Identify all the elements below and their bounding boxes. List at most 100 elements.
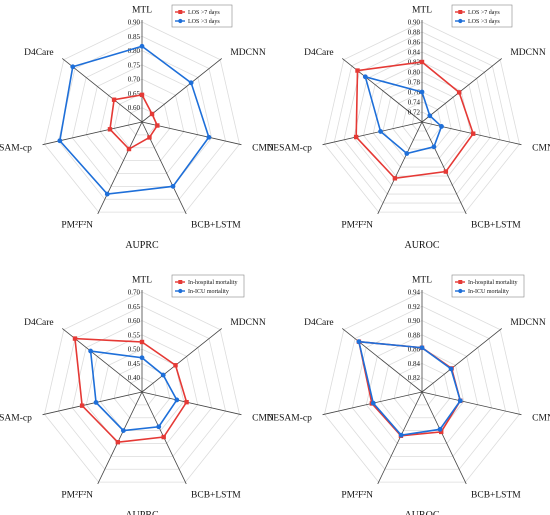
radar-axis-line bbox=[42, 391, 143, 416]
axis-label-cmn: CMN bbox=[252, 414, 274, 424]
axis-label-pm2f2n: PM²F²N bbox=[341, 220, 373, 230]
radar-grid-ring bbox=[44, 291, 240, 483]
radar-series-line bbox=[357, 340, 462, 436]
axis-label-bcb-lstm: BCB+LSTM bbox=[471, 490, 521, 500]
radar-data-point bbox=[79, 403, 85, 408]
axis-label-mdcnn: MDCNN bbox=[510, 318, 546, 328]
radar-axis-line bbox=[421, 58, 502, 123]
radar-data-point bbox=[121, 428, 126, 434]
radar-data-point bbox=[139, 92, 145, 98]
legend-entry-label: In-hospital mortality bbox=[188, 280, 238, 286]
radar-series-line bbox=[355, 61, 475, 180]
radar-data-point bbox=[427, 113, 433, 119]
radar-data-point bbox=[156, 424, 162, 430]
radar-data-point bbox=[457, 398, 463, 404]
radar-data-point bbox=[160, 372, 166, 378]
axis-label-desam-cp: DESAM-cp bbox=[0, 144, 32, 154]
radar-grid-ring bbox=[363, 61, 481, 177]
radar-data-point bbox=[392, 176, 398, 181]
chart-title: AUPRC bbox=[125, 510, 159, 515]
radar-tick-label: 0.94 bbox=[408, 289, 421, 297]
radar-tick-label: 0.65 bbox=[128, 303, 141, 311]
radar-data-point bbox=[370, 400, 376, 406]
radar-data-point bbox=[174, 397, 180, 403]
legend-marker bbox=[458, 280, 463, 284]
radar-tick-label: 0.75 bbox=[128, 61, 141, 69]
legend-entry-label: LOS >7 days bbox=[188, 10, 220, 16]
radar-tick-label: 0.86 bbox=[408, 346, 421, 354]
radar-grid-ring bbox=[127, 377, 157, 406]
radar-grid-ring bbox=[379, 348, 465, 432]
legend-box bbox=[451, 4, 513, 28]
radar-axis-line bbox=[421, 391, 467, 485]
radar-series-line bbox=[364, 75, 443, 155]
radar-data-point bbox=[170, 183, 176, 189]
radar-data-point bbox=[161, 434, 166, 440]
legend-marker bbox=[458, 18, 463, 24]
radar-tick-label: 0.80 bbox=[128, 47, 141, 55]
legend-entry-label: LOS >3 days bbox=[188, 19, 220, 25]
radar-tick-label: 0.92 bbox=[408, 303, 421, 311]
radar-data-point bbox=[443, 169, 449, 174]
axis-label-desam-cp: DESAM-cp bbox=[266, 144, 312, 154]
radar-series-line bbox=[109, 93, 159, 151]
radar-tick-label: 0.50 bbox=[128, 346, 141, 354]
radar-grid-ring bbox=[58, 305, 226, 470]
radar-data-point bbox=[188, 80, 194, 86]
legend-marker bbox=[178, 288, 183, 294]
radar-tick-label: 0.88 bbox=[408, 29, 421, 37]
axis-label-mtl: MTL bbox=[412, 6, 432, 16]
radar-data-point bbox=[470, 131, 476, 136]
axis-label-mdcnn: MDCNN bbox=[230, 318, 266, 328]
radar-grid-ring bbox=[85, 64, 199, 174]
radar-data-point bbox=[378, 129, 383, 134]
radar-data-point bbox=[431, 144, 437, 150]
radar-data-point bbox=[107, 127, 113, 132]
legend-box bbox=[171, 4, 233, 28]
axis-label-cmn: CMN bbox=[532, 144, 550, 154]
radar-series-line bbox=[89, 350, 178, 432]
radar-axis-line bbox=[141, 328, 222, 393]
radar-data-point bbox=[111, 97, 117, 102]
legend-box bbox=[451, 274, 525, 298]
radar-data-point bbox=[419, 59, 425, 65]
axis-label-mtl: MTL bbox=[132, 276, 152, 286]
radar-series-line bbox=[74, 337, 188, 444]
legend-marker bbox=[178, 280, 183, 284]
axis-label-d4care: D4Care bbox=[304, 48, 334, 58]
axis-label-bcb-lstm: BCB+LSTM bbox=[191, 490, 241, 500]
radar-panel-los-auprc: 0.60 0.65 0.70 0.75 0.80 0.85 0.90 MTL MDCNN CMN B… bbox=[0, 4, 274, 251]
radar-panel-mortality-auroc: 0.82 0.84 0.86 0.88 0.90 0.92 0.94 MTL MDCNN CMN B… bbox=[266, 274, 550, 515]
radar-data-point bbox=[139, 339, 145, 345]
radar-data-point bbox=[139, 43, 145, 49]
axis-label-bcb-lstm: BCB+LSTM bbox=[471, 220, 521, 230]
radar-tick-label: 0.60 bbox=[128, 104, 141, 112]
radar-grid-ring bbox=[338, 305, 506, 470]
radar-data-point bbox=[147, 135, 152, 140]
radar-axis-line bbox=[62, 58, 143, 123]
radar-grid-ring bbox=[113, 92, 171, 149]
radar-tick-label: 0.40 bbox=[128, 374, 141, 382]
axis-label-d4care: D4Care bbox=[24, 48, 54, 58]
radar-data-point bbox=[404, 151, 410, 156]
legend-marker bbox=[458, 288, 463, 294]
chart-legend: LOS >7 days LOS >3 days bbox=[451, 4, 513, 28]
radar-data-point bbox=[155, 123, 160, 128]
chart-title: AUROC bbox=[404, 240, 439, 251]
radar-grid-ring bbox=[333, 31, 511, 204]
radar-tick-label: 0.88 bbox=[408, 331, 421, 339]
radar-axis-line bbox=[421, 328, 502, 393]
radar-tick-label: 0.84 bbox=[408, 49, 421, 57]
radar-grid-ring bbox=[99, 78, 185, 162]
axis-label-mtl: MTL bbox=[412, 276, 432, 286]
radar-tick-label: 0.45 bbox=[128, 360, 141, 368]
radar-data-point bbox=[184, 399, 189, 405]
radar-grid-ring bbox=[365, 334, 479, 444]
radar-data-point bbox=[437, 426, 443, 432]
radar-data-point bbox=[439, 429, 444, 435]
radar-grid-ring bbox=[393, 362, 451, 419]
legend-entry-label: LOS >7 days bbox=[468, 10, 500, 16]
chart-title: AUPRC bbox=[125, 240, 159, 251]
radar-tick-label: 0.70 bbox=[128, 76, 141, 84]
radar-tick-label: 0.85 bbox=[128, 33, 141, 41]
